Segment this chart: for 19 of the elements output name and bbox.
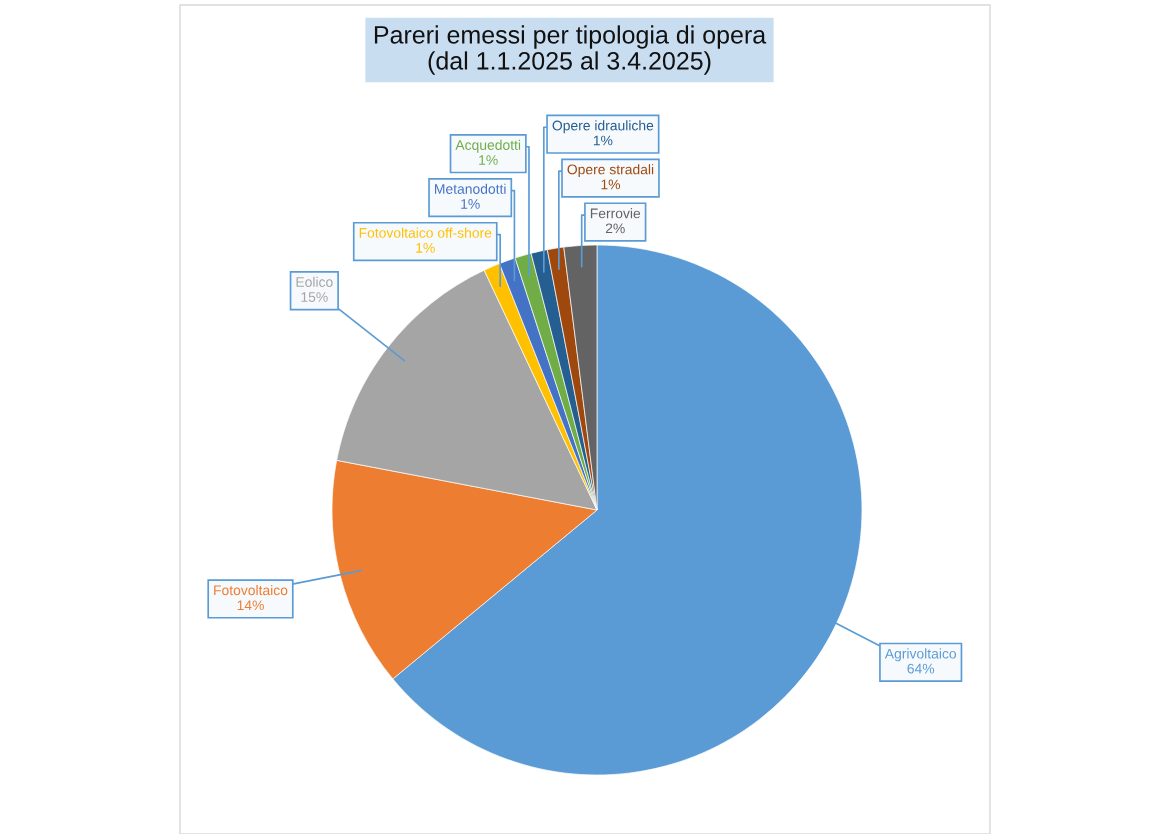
data-label: 2% [605,223,625,234]
slice-label: Eolico [296,276,333,287]
slice-label: Fotovoltaico off-shore [359,227,492,238]
data-label: 1% [479,155,498,165]
data-label: 14% [237,600,264,611]
data-label: 1% [461,199,480,209]
slice-label: Opere stradali [567,164,654,178]
slice-label: Ferrovie [590,208,641,219]
data-label: 1% [416,242,435,253]
slice-label: Fotovoltaico [214,585,288,596]
data-label: 1% [601,179,621,190]
slice-label: Acquedotti [455,139,521,153]
slice-label: Opere idrauliche [552,120,654,134]
chart-title: Pareri emessi per tipologia di opera (dal 1.1.2025 al 3.4.2025) [374,25,767,75]
data-label: 64% [907,663,935,674]
data-label: 15% [301,292,328,302]
data-label: 1% [593,135,613,146]
slice-label: Agrivoltaico [884,648,957,662]
slice-label: Metanodotti [435,183,506,194]
